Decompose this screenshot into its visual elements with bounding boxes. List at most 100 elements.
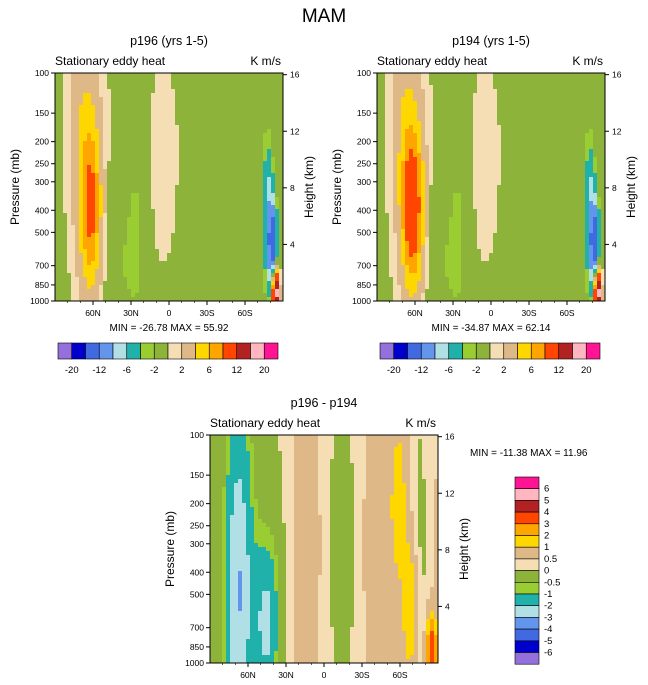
field-cell	[437, 161, 442, 166]
field-cell	[163, 213, 168, 218]
field-cell	[183, 233, 188, 238]
field-cell	[83, 169, 88, 174]
field-cell	[223, 245, 228, 250]
field-cell	[413, 81, 418, 86]
field-cell	[79, 153, 84, 158]
field-cell	[167, 189, 172, 194]
field-cell	[103, 233, 108, 238]
field-cell	[175, 181, 180, 186]
field-cell	[127, 273, 132, 278]
field-cell	[259, 229, 264, 234]
field-cell	[71, 281, 76, 286]
field-cell	[409, 141, 414, 146]
field-cell	[207, 141, 212, 146]
field-cell	[99, 117, 104, 122]
field-cell	[191, 221, 196, 226]
field-cell	[119, 137, 124, 142]
field-cell	[231, 133, 236, 138]
field-cell	[425, 97, 430, 102]
field-cell	[167, 129, 172, 134]
field-cell	[377, 133, 382, 138]
field-cell	[63, 217, 68, 222]
field-cell	[67, 209, 72, 214]
field-cell	[127, 237, 132, 242]
field-cell	[203, 141, 208, 146]
field-cell	[63, 117, 68, 122]
field-cell	[453, 101, 458, 106]
field-cell	[103, 225, 108, 230]
field-cell	[99, 221, 104, 226]
field-cell	[227, 125, 232, 130]
field-cell	[159, 297, 164, 301]
field-cell	[243, 161, 248, 166]
field-cell	[377, 285, 382, 290]
field-cell	[275, 221, 280, 226]
field-cell	[437, 201, 442, 206]
field-cell	[63, 209, 68, 214]
field-cell	[445, 129, 450, 134]
field-cell	[83, 277, 88, 282]
field-cell	[259, 289, 264, 294]
field-cell	[99, 233, 104, 238]
field-cell	[405, 165, 410, 170]
field-cell	[409, 201, 414, 206]
field-cell	[79, 201, 84, 206]
field-cell	[159, 285, 164, 290]
field-cell	[465, 105, 470, 110]
field-cell	[445, 121, 450, 126]
field-cell	[275, 249, 280, 254]
field-cell	[203, 213, 208, 218]
field-cell	[469, 89, 474, 94]
field-cell	[67, 101, 72, 106]
field-cell	[95, 213, 100, 218]
field-cell	[203, 93, 208, 98]
field-cell	[239, 161, 244, 166]
field-cell	[275, 133, 280, 138]
field-cell	[275, 137, 280, 142]
field-cell	[267, 209, 272, 214]
field-cell	[377, 241, 382, 246]
field-cell	[71, 277, 76, 282]
field-cell	[175, 297, 180, 301]
field-cell	[151, 161, 156, 166]
field-cell	[199, 257, 204, 262]
field-cell	[381, 289, 386, 294]
field-cell	[123, 93, 128, 98]
field-cell	[111, 89, 116, 94]
field-cell	[171, 265, 176, 270]
field-cell	[191, 273, 196, 278]
field-cell	[235, 165, 240, 170]
field-cell	[179, 85, 184, 90]
field-cell	[251, 237, 256, 242]
field-cell	[175, 257, 180, 262]
field-cell	[267, 165, 272, 170]
field-cell	[219, 205, 224, 210]
field-cell	[91, 281, 96, 286]
field-cell	[75, 293, 80, 298]
field-cell	[263, 209, 268, 214]
field-cell	[123, 209, 128, 214]
field-cell	[429, 101, 434, 106]
field-cell	[433, 153, 438, 158]
field-cell	[207, 81, 212, 86]
field-cell	[449, 225, 454, 230]
field-cell	[425, 105, 430, 110]
field-cell	[199, 113, 204, 118]
field-cell	[247, 93, 252, 98]
field-cell	[425, 237, 430, 242]
field-cell	[243, 85, 248, 90]
field-cell	[279, 201, 283, 206]
field-cell	[405, 213, 410, 218]
field-cell	[409, 81, 414, 86]
field-cell	[421, 229, 426, 234]
field-cell	[255, 141, 260, 146]
field-cell	[493, 157, 498, 162]
field-cell	[203, 193, 208, 198]
field-cell	[207, 265, 212, 270]
field-cell	[215, 77, 220, 82]
field-cell	[397, 93, 402, 98]
field-cell	[481, 85, 486, 90]
field-cell	[445, 269, 450, 274]
field-cell	[91, 129, 96, 134]
field-cell	[449, 265, 454, 270]
